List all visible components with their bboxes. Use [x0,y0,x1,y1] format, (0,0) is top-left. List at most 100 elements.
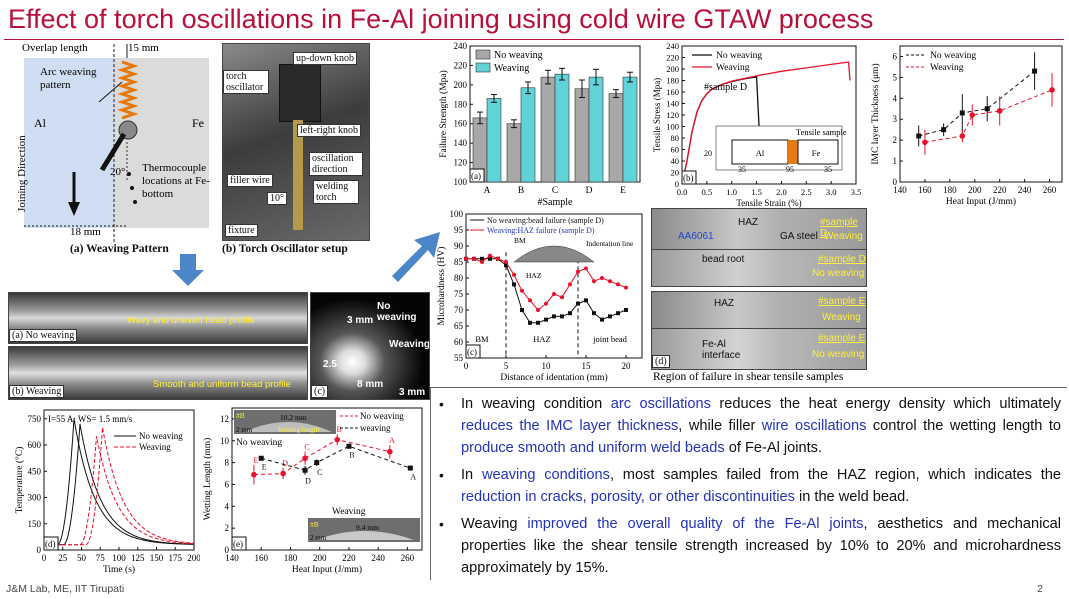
data-point [959,110,965,116]
data-point [536,308,540,312]
data-point [624,308,628,312]
x-tick-label: 150 [150,553,164,563]
y-tick-label: 4 [893,93,898,103]
shear-photo-1: AA6061 HAZ GA steel #sample D Weaving [651,208,867,250]
data-point [552,292,556,296]
shear-sample-4: #sample E [818,333,866,344]
filler-wire-tag: filler wire [227,174,273,187]
al-label: Al [34,116,46,130]
top-inset-sample: #B [236,411,245,420]
y-tick-label: 20 [671,168,680,178]
x-tick-label: 180 [943,185,957,195]
bullet-text: In [461,467,482,483]
bullet-text: , most samples failed from the HAZ regio… [609,467,1061,483]
bottom-inset-scale: 2 mm [310,534,327,542]
arc-d2: 2.5 [323,359,337,370]
data-point [969,112,976,118]
data-point [280,470,286,477]
legend-label: Weaving [930,63,964,73]
data-point [616,282,620,287]
x-tick-label: 0 [42,553,47,563]
data-point [504,263,508,268]
data-point [407,465,413,471]
x-tick-label: 1.0 [726,187,737,197]
data-point [472,256,476,261]
shear-caption: Region of failure in shear tensile sampl… [653,371,844,383]
data-point [464,256,468,261]
y-tick-label: 75 [454,289,464,299]
arc-weaving-label: Weaving [389,339,430,350]
bar-no-weaving [608,93,624,183]
series-line [466,258,627,324]
x-tick-label: 200 [968,185,982,195]
inset-d2: 35 [738,165,746,174]
weaving-pattern-diagram [24,44,209,242]
width-label: 18 mm [70,226,101,238]
bar-weaving [588,76,604,183]
shear-root-label: bead root [702,254,745,265]
legend-label: weaving [360,423,391,433]
legend-label: Weaving [716,63,750,73]
bar-weaving [520,87,536,183]
footer-lab: J&M Lab, ME, IIT Tirupati [6,583,125,595]
x-tick-label: 20 [622,361,632,371]
x-axis-label: Tensile Strain (%) [736,198,801,208]
fixture-tag: fixture [225,224,258,237]
y-tick-label: 80 [671,133,680,143]
data-point [480,260,484,264]
legend-label: No weaving [930,51,976,61]
x-tick-label: 240 [1018,185,1032,195]
x-tick-label: 200 [313,553,327,563]
x-tick-label: 160 [254,553,268,563]
data-point [616,311,620,316]
imc-thickness-chart: 0 1 2 3 4 5 6 140 160 180 200 220 240 260 Heat Input (… [870,45,1063,207]
shear-cond-2: No weaving [812,268,865,279]
legend-label: Weaving [494,63,529,74]
arc-weaving-label: Arc weaving pattern [40,66,97,91]
x-tick-label: 2.5 [801,187,812,197]
no-weaving-bead-text: Wavy and uneven bead profile [127,315,255,326]
data-point [608,314,612,319]
data-point [251,471,257,478]
x-tick-label: 0.5 [702,187,713,197]
oscillator-body [279,64,321,122]
fe-label: Fe [192,116,204,130]
data-point [488,256,492,261]
data-point [544,301,548,306]
data-point [568,311,572,316]
data-point [959,133,966,139]
y-tick-label: 60 [671,145,680,155]
x-tick-label: 125 [131,553,145,563]
category-label: B [518,186,524,196]
temperature-curve [44,427,195,546]
y-tick-label: 60 [454,337,464,347]
legend-label: Weaving:HAZ failure (sample D) [487,226,595,235]
panel-box [43,536,59,551]
y-tick-label: 160 [666,87,679,97]
x-tick-label: 100 [112,553,126,563]
inset-d3: 95 [786,165,794,174]
shear-panel-label: (d) [652,355,670,368]
panel-label: (c) [467,347,477,357]
bullet-text: in the weld bead. [794,489,910,505]
x-tick-label: 180 [284,553,298,563]
shear-ga-label: GA steel [780,231,818,242]
x-tick-label: 10 [542,361,552,371]
weaving-bead-photo: (b) Weaving Smooth and uniform bead prof… [8,346,308,400]
y-tick-label: 90 [454,241,464,251]
data-point [314,460,320,466]
weave-zigzag [117,60,139,120]
inset-fe: Fe [812,148,821,158]
data-point [480,256,484,261]
y-tick-label: 8 [225,458,230,468]
bar-no-weaving [574,88,590,183]
y-tick-label: 0 [893,177,898,187]
x-tick-label: 0.0 [677,187,688,197]
data-point [560,314,564,319]
x-tick-label: 25 [58,553,68,563]
y-tick-label: 55 [454,353,464,363]
panel-label: (e) [233,539,243,549]
y-tick-label: 180 [454,99,468,109]
data-point [302,467,308,473]
data-point [488,253,492,258]
